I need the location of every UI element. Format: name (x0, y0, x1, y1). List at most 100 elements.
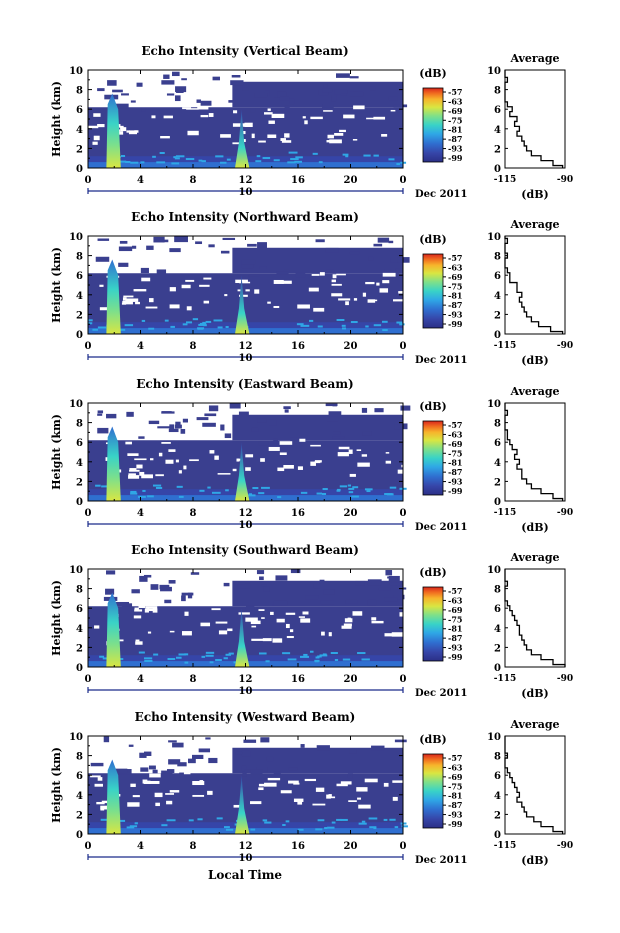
heatmap-cell (220, 250, 230, 254)
colorbar-tick-label: -93 (448, 310, 463, 320)
heatmap-cell (257, 418, 267, 423)
heatmap-cell (394, 423, 408, 430)
heatmap-cell (196, 99, 202, 103)
heatmap-gap (163, 115, 173, 119)
heatmap-cell (322, 104, 334, 110)
average-y-tick-label: 2 (494, 643, 501, 654)
heatmap-gap (281, 140, 292, 143)
heatmap-gap (100, 805, 108, 810)
average-title: Average (509, 718, 559, 731)
colorbar-unit: (dB) (419, 233, 446, 246)
average-y-tick-label: 10 (487, 232, 501, 243)
heatmap-cell (273, 600, 288, 606)
heatmap-cell (323, 84, 328, 88)
heatmap-gap (88, 125, 99, 129)
heatmap-cell (349, 91, 364, 97)
heatmap-cell (258, 652, 267, 655)
colorbar-tick-label: -63 (448, 595, 463, 605)
x-tick-label: 4 (137, 841, 144, 852)
heatmap-cell (140, 267, 149, 274)
heatmap-gap (341, 625, 352, 629)
colorbar-tick-label: -63 (448, 762, 463, 772)
colorbar-tick-label: -57 (448, 420, 462, 430)
heatmap-cell (340, 93, 347, 96)
panel-title: Echo Intensity (Southward Beam) (131, 543, 359, 557)
heatmap-gap (293, 782, 300, 785)
x-tick-label: 12 (239, 341, 253, 352)
heatmap-cell (124, 324, 134, 327)
y-tick-label: 2 (76, 144, 83, 155)
x-tick-label: 0 (85, 175, 92, 186)
heatmap-cell (242, 87, 249, 91)
heatmap-cell (322, 88, 333, 93)
heatmap-cell (97, 238, 110, 241)
average-y-tick-label: 2 (494, 310, 501, 321)
heatmap-gap (150, 458, 154, 461)
date-label: Dec 2011 (415, 189, 467, 200)
colorbar-tick-label: -99 (448, 819, 463, 829)
heatmap-gap (313, 307, 325, 312)
heatmap-cell (138, 651, 145, 654)
heatmap-cell (226, 158, 231, 161)
average-y-tick-label: 6 (494, 105, 501, 116)
heatmap-cell (103, 736, 110, 743)
heatmap-gap (277, 467, 285, 472)
heatmap-gap (169, 304, 180, 309)
heatmap-gap (232, 468, 237, 472)
heatmap-cell (285, 820, 290, 823)
heatmap-cell (288, 151, 298, 154)
heatmap-gap (136, 464, 143, 469)
heatmap-gap (197, 106, 209, 110)
heatmap-cell (270, 607, 276, 614)
heatmap-gap (347, 617, 351, 621)
heatmap-cell (327, 826, 335, 829)
heatmap-gap (214, 455, 219, 460)
heatmap-cell (198, 159, 203, 162)
y-tick-label: 8 (76, 252, 83, 263)
heatmap-cell (181, 592, 194, 596)
heatmap-cell (241, 259, 256, 265)
heatmap-gap (280, 138, 287, 142)
heatmap-cell (247, 243, 257, 247)
heatmap-gap (297, 304, 310, 309)
heatmap-gap (186, 108, 199, 110)
heatmap-gap (376, 282, 380, 286)
heatmap-gap (244, 122, 253, 128)
x-tick-label: 8 (190, 508, 197, 519)
heatmap-cell (198, 748, 211, 753)
heatmap-gap (217, 473, 231, 475)
echo-plume-1 (106, 259, 121, 334)
heatmap-cell (251, 427, 259, 432)
heatmap-gap (134, 607, 139, 612)
heatmap-cell (168, 428, 179, 433)
heatmap-gap (267, 108, 271, 111)
heatmap-cell (320, 600, 334, 605)
heatmap-cell (205, 320, 212, 323)
colorbar-tick-label: -87 (448, 134, 462, 144)
average-profile-line (504, 403, 564, 501)
heatmap-gap (94, 625, 100, 629)
heatmap-gap (203, 277, 212, 280)
heatmap-cell (174, 157, 180, 160)
heatmap-cell (350, 321, 358, 324)
heatmap-cell (212, 76, 220, 81)
heatmap-cell (138, 495, 146, 498)
average-y-tick-label: 2 (494, 144, 501, 155)
x-tick-label: 4 (137, 341, 144, 352)
heatmap-cell (128, 744, 134, 747)
heatmap-cell (331, 95, 337, 102)
heatmap-cell (396, 321, 403, 324)
heatmap-gap (327, 134, 334, 139)
colorbar-tick-label: -69 (448, 439, 463, 449)
heatmap-gap (250, 801, 262, 805)
heatmap-cell (118, 160, 127, 163)
heatmap-gap (392, 780, 406, 783)
heatmap-gap (283, 464, 294, 469)
x-tick-label: 4 (137, 175, 144, 186)
heatmap-gap (151, 115, 156, 119)
x-tick-label: 0 (400, 175, 407, 186)
heatmap-gap (331, 279, 336, 283)
colorbar-tick-label: -75 (448, 614, 462, 624)
heatmap-gap (239, 294, 248, 297)
heatmap-gap (126, 130, 131, 133)
